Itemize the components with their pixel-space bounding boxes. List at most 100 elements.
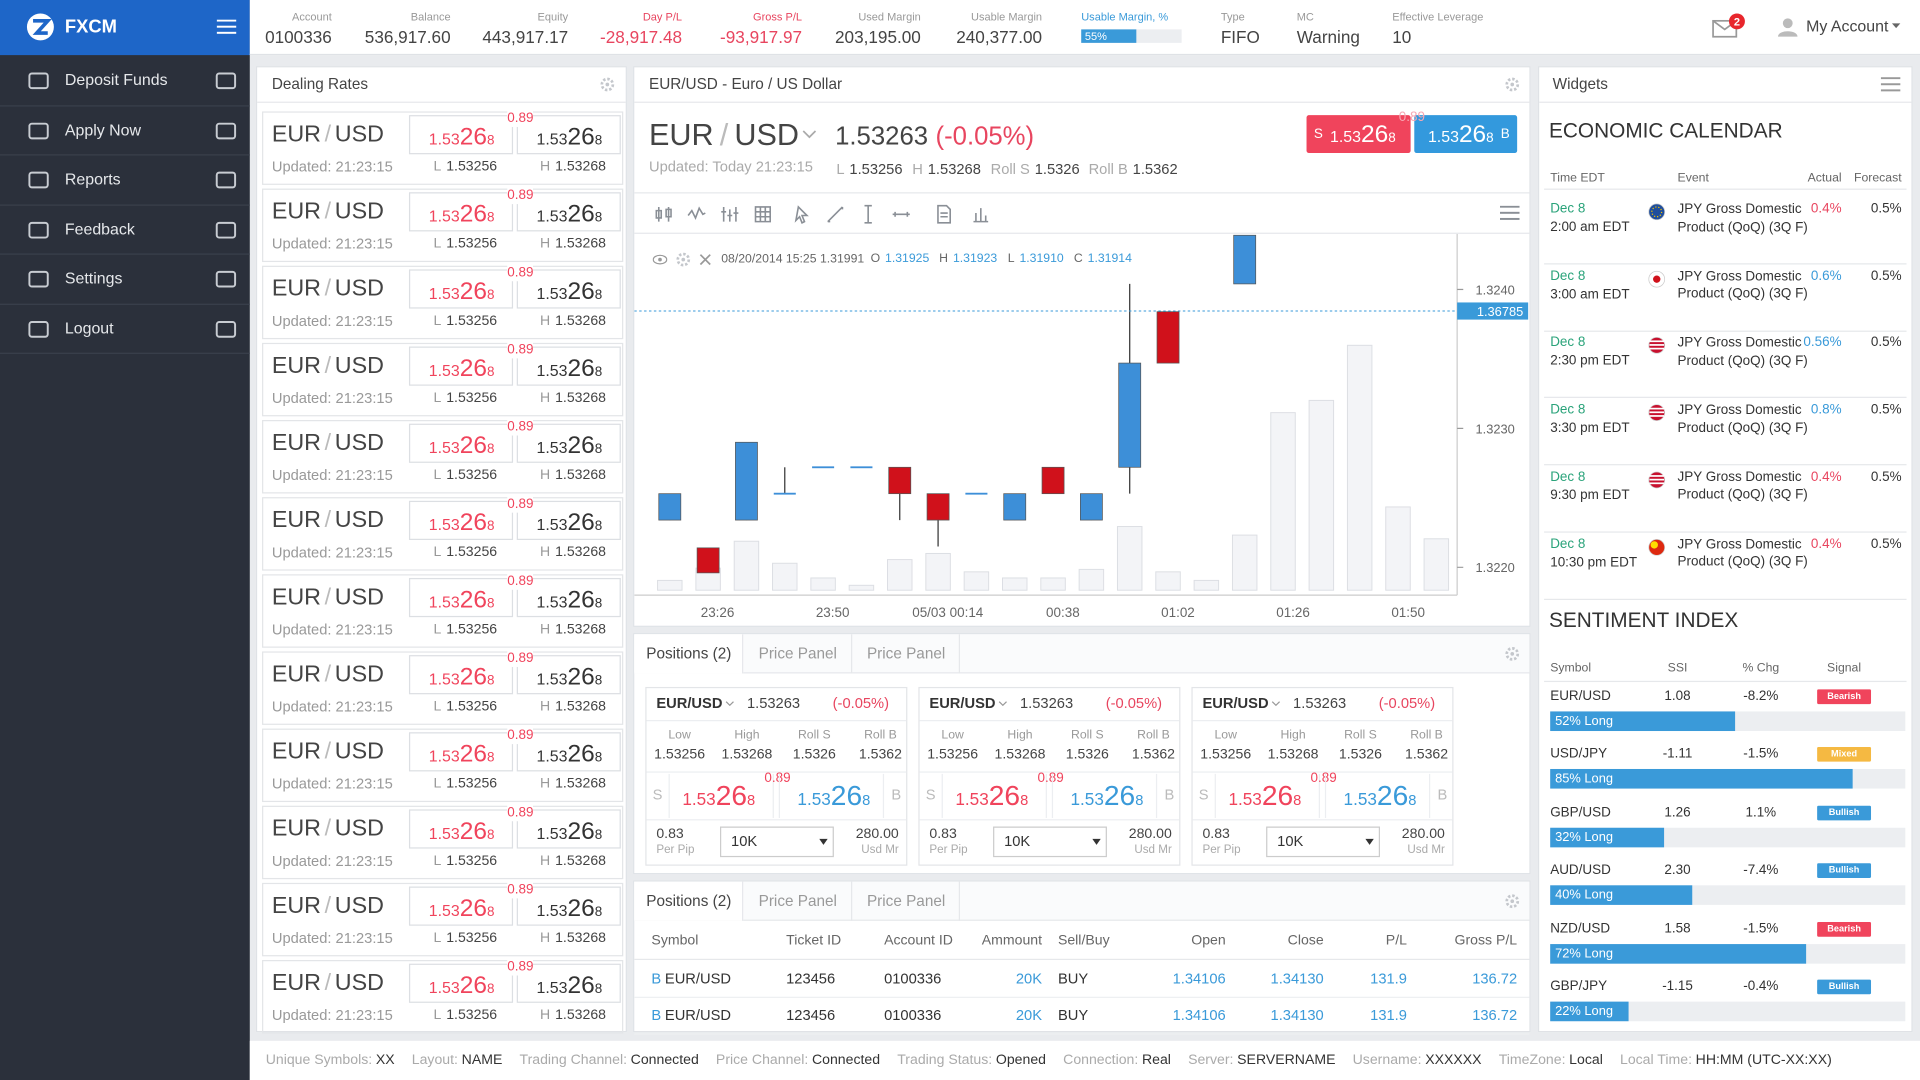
column-header: Time EDT <box>1550 171 1605 186</box>
buy-button[interactable]: 1.53268 <box>516 192 621 232</box>
buy-button[interactable]: 1.53268 <box>1051 773 1158 818</box>
price-part: 26 <box>830 779 863 812</box>
buy-button[interactable]: 1.53268 <box>1324 773 1431 818</box>
amount-select[interactable]: 10K <box>993 826 1107 858</box>
buy-button[interactable]: 1.53268 <box>516 809 621 849</box>
updated-time: Updated: 21:23:15 <box>271 312 393 330</box>
rate-row: EUR / USD Updated: 21:23:15 1.53268 1.53268 0.… <box>262 805 624 880</box>
tool-icon[interactable] <box>971 204 991 224</box>
sell-button[interactable]: 1.53268 <box>408 886 514 926</box>
sell-button[interactable]: 1.53268 <box>408 963 514 1003</box>
icon-shape <box>28 270 49 288</box>
menu-icon[interactable] <box>216 19 237 35</box>
spread: 0.89 <box>1310 771 1337 786</box>
sell-button[interactable]: 1.53268 <box>408 809 514 849</box>
menu-item[interactable]: Deposit Funds <box>0 56 250 106</box>
menu-item[interactable]: Logout <box>0 304 250 354</box>
sell-button[interactable]: 1.53268 <box>408 655 514 695</box>
tool-icon[interactable] <box>687 204 707 224</box>
range-label: H <box>540 699 551 715</box>
buy-button[interactable]: 1.53268 <box>516 346 621 386</box>
divider <box>1192 720 1453 722</box>
price-part: 1.53 <box>428 129 460 149</box>
symbol-part: EUR <box>648 118 714 153</box>
buy-button[interactable]: B 1.53268 <box>1414 115 1518 154</box>
tool-icon[interactable] <box>720 204 740 224</box>
buy-button[interactable]: 1.53268 <box>516 115 621 155</box>
sell-button[interactable]: S 1.53268 <box>1306 115 1411 154</box>
sell-button[interactable]: 1.53268 <box>408 269 514 309</box>
range-value: H 1.53268 <box>540 391 606 406</box>
buy-price: 1.53268 <box>537 742 603 766</box>
range-number: 1.53256 <box>446 776 498 792</box>
margin-label: Usd Mr <box>1407 843 1445 857</box>
amount-select[interactable]: 10K <box>720 826 834 858</box>
tool-icon[interactable] <box>858 204 878 224</box>
tool-icon[interactable] <box>792 204 812 224</box>
amount-select[interactable]: 10K <box>1266 826 1381 858</box>
buy-button[interactable]: 1.53268 <box>516 269 621 309</box>
sell-button[interactable]: 1.53268 <box>408 732 514 772</box>
buy-button[interactable]: 1.53268 <box>516 732 621 772</box>
tab[interactable]: Positions (2) <box>634 881 744 921</box>
price-part: 1.53 <box>536 515 568 534</box>
tab-label: Positions (2) <box>646 645 732 663</box>
row-divider <box>1544 464 1907 466</box>
ssi-value: 1.26 <box>1664 805 1691 820</box>
tab[interactable]: Price Panel <box>852 634 961 674</box>
tool-icon[interactable] <box>654 204 674 224</box>
menu-item[interactable]: Feedback <box>0 205 250 255</box>
buy-button[interactable]: 1.53268 <box>516 500 621 541</box>
sell-button[interactable]: 1.53268 <box>408 346 514 386</box>
sell-button[interactable]: 1.53268 <box>408 192 514 232</box>
buy-button[interactable]: 1.53268 <box>516 655 621 695</box>
volume-bar <box>925 552 951 591</box>
stat-label: Roll B <box>1088 160 1128 178</box>
price-part: 26 <box>567 277 595 305</box>
tab[interactable]: Price Panel <box>743 881 853 921</box>
menu-item[interactable]: Apply Now <box>0 106 250 156</box>
sell-button[interactable]: 1.53268 <box>408 577 514 618</box>
updated-time: Updated: 21:23:15 <box>271 1006 393 1024</box>
account-menu[interactable]: My Account <box>1806 16 1889 35</box>
buy-button[interactable]: 1.53268 <box>516 577 621 618</box>
cell: 131.9 <box>1370 969 1407 988</box>
flag-stripe <box>1649 340 1665 343</box>
range-value: L 1.53256 <box>433 699 498 715</box>
sell-button[interactable]: 1.53268 <box>1214 773 1321 818</box>
buy-price: 1.53268 <box>537 356 603 380</box>
range-number: 1.53256 <box>446 699 498 715</box>
buy-price: 1.53268 <box>537 819 603 843</box>
buy-button[interactable]: 1.53268 <box>778 773 885 818</box>
menu-item[interactable]: Settings <box>0 255 250 305</box>
mail-badge: 2 <box>1728 13 1745 30</box>
tab-label: Positions (2) <box>646 892 732 910</box>
pair-part: USD <box>334 893 384 919</box>
sell-button[interactable]: 1.53268 <box>668 773 774 818</box>
buy-button[interactable]: 1.53268 <box>516 963 621 1003</box>
tab[interactable]: Price Panel <box>743 634 853 674</box>
price-part: 1.53 <box>428 669 460 689</box>
buy-button[interactable]: 1.53268 <box>516 886 621 926</box>
tool-icon[interactable] <box>753 204 773 224</box>
stat-value: 1.5326 <box>792 747 836 763</box>
sell-button[interactable]: 1.53268 <box>408 423 514 463</box>
status-value: NAME <box>461 1053 503 1068</box>
tool-icon[interactable] <box>891 204 911 224</box>
tool-icon[interactable] <box>934 204 954 224</box>
sell-button[interactable]: 1.53268 <box>408 500 514 541</box>
sell-button[interactable]: 1.53268 <box>408 115 514 155</box>
buy-button[interactable]: 1.53268 <box>516 423 621 463</box>
menu-icon <box>215 72 237 90</box>
tab[interactable]: Positions (2) <box>634 634 744 674</box>
menu-item[interactable]: Reports <box>0 156 250 206</box>
tab[interactable]: Price Panel <box>852 881 961 921</box>
sell-button[interactable]: 1.53268 <box>941 773 1047 818</box>
icon-shape <box>28 122 49 139</box>
x-tick-label: 01:50 <box>1391 605 1425 620</box>
column-header: Account ID <box>884 933 953 949</box>
ssi-symbol: NZD/USD <box>1550 921 1611 936</box>
tool-icon[interactable] <box>825 204 845 224</box>
column-header: Signal <box>1827 661 1862 676</box>
price-part: 8 <box>1293 791 1302 809</box>
